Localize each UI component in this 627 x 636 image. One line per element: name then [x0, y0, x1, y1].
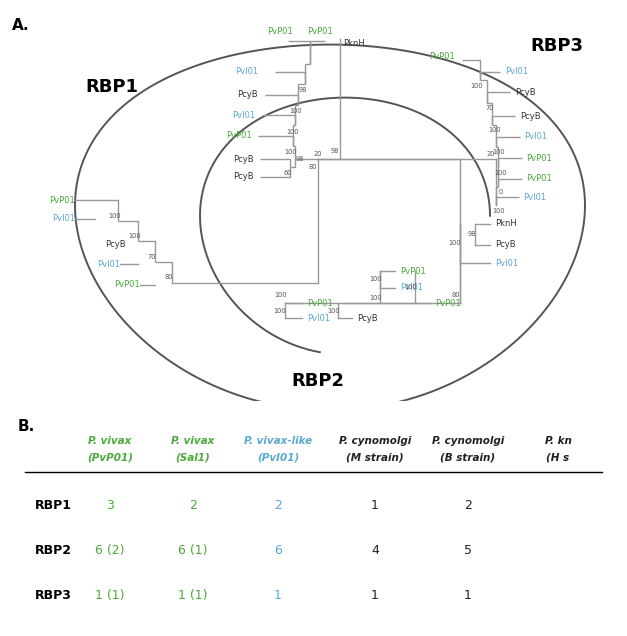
Text: PvI01: PvI01: [523, 193, 546, 202]
Text: PvP01: PvP01: [526, 174, 552, 183]
Text: PvP01: PvP01: [50, 196, 75, 205]
Text: PcyB: PcyB: [238, 90, 258, 99]
Text: PvP01: PvP01: [526, 154, 552, 163]
Text: 60: 60: [284, 170, 292, 176]
Text: 6: 6: [274, 544, 282, 556]
Text: 1: 1: [371, 589, 379, 602]
Text: PvI01: PvI01: [235, 67, 258, 76]
Text: 100: 100: [471, 83, 483, 89]
Text: PcyB: PcyB: [105, 240, 125, 249]
Text: 70: 70: [486, 105, 494, 111]
Text: PvP01: PvP01: [307, 298, 333, 308]
Text: P. vivax-like: P. vivax-like: [244, 436, 312, 446]
Text: PvP01: PvP01: [429, 52, 455, 61]
Text: 100: 100: [287, 128, 299, 134]
Text: 100: 100: [274, 308, 287, 314]
Text: PvP01: PvP01: [226, 131, 252, 140]
Text: A.: A.: [12, 18, 29, 34]
Text: PcyB: PcyB: [233, 172, 254, 181]
Text: RBP3: RBP3: [530, 38, 583, 55]
Text: PvP01: PvP01: [267, 27, 293, 36]
Text: 100: 100: [493, 207, 505, 214]
Text: (PvP01): (PvP01): [87, 453, 133, 462]
Text: 1: 1: [371, 499, 379, 512]
Text: 80: 80: [308, 165, 317, 170]
Text: PvP01: PvP01: [400, 266, 426, 276]
Text: 80: 80: [451, 292, 460, 298]
Text: 4: 4: [371, 544, 379, 556]
Text: PcyB: PcyB: [357, 314, 377, 323]
Text: 100: 100: [328, 308, 340, 314]
Text: 0: 0: [499, 189, 503, 195]
Text: P. kn: P. kn: [545, 436, 571, 446]
Text: (Sal1): (Sal1): [176, 453, 211, 462]
Text: 100: 100: [493, 149, 505, 155]
Text: (PvI01): (PvI01): [257, 453, 299, 462]
Text: 5: 5: [464, 544, 472, 556]
Text: 1 (1): 1 (1): [178, 589, 208, 602]
Text: RBP2: RBP2: [35, 544, 72, 556]
Text: PknH: PknH: [343, 39, 365, 48]
Text: 98: 98: [468, 232, 476, 237]
Text: PvI01: PvI01: [524, 132, 547, 141]
Text: PvP01: PvP01: [307, 27, 333, 36]
Text: 98: 98: [296, 156, 304, 162]
Text: RBP1: RBP1: [35, 499, 72, 512]
Text: PvP01: PvP01: [435, 298, 461, 308]
Text: 100: 100: [290, 108, 302, 114]
Text: (B strain): (B strain): [440, 453, 495, 462]
Text: 98: 98: [331, 148, 339, 154]
Text: 6 (1): 6 (1): [178, 544, 208, 556]
Text: PcyB: PcyB: [520, 111, 540, 121]
Text: RBP2: RBP2: [292, 373, 344, 391]
Text: 20: 20: [487, 151, 495, 157]
Text: RBP1: RBP1: [85, 78, 138, 96]
Text: PknH: PknH: [495, 219, 517, 228]
Text: 100: 100: [129, 233, 141, 239]
Text: 100: 100: [488, 127, 502, 134]
Text: RBP3: RBP3: [35, 589, 72, 602]
Text: P. cynomolgi: P. cynomolgi: [432, 436, 504, 446]
Text: 100: 100: [404, 284, 418, 290]
Text: 1 (1): 1 (1): [95, 589, 125, 602]
Text: PvI01: PvI01: [505, 67, 528, 76]
Text: 100: 100: [108, 213, 121, 219]
Text: 100: 100: [370, 277, 382, 282]
Text: 100: 100: [370, 295, 382, 301]
Text: 1: 1: [464, 589, 472, 602]
Text: 98: 98: [299, 87, 307, 93]
Text: P. cynomolgi: P. cynomolgi: [339, 436, 411, 446]
Text: 6 (2): 6 (2): [95, 544, 125, 556]
Text: PvI01: PvI01: [52, 214, 75, 223]
Text: P. vivax: P. vivax: [88, 436, 132, 446]
Text: P. vivax: P. vivax: [171, 436, 214, 446]
Text: PcyB: PcyB: [233, 155, 254, 163]
Text: 70: 70: [148, 254, 156, 260]
Text: 80: 80: [165, 274, 173, 280]
Text: 100: 100: [495, 170, 507, 176]
Text: 1: 1: [274, 589, 282, 602]
Text: PvI01: PvI01: [400, 283, 423, 292]
Text: 100: 100: [449, 240, 461, 247]
Text: B.: B.: [18, 418, 35, 434]
Text: (M strain): (M strain): [346, 453, 404, 462]
Text: PvI01: PvI01: [495, 258, 518, 268]
Text: PcyB: PcyB: [495, 240, 515, 249]
Text: PvI01: PvI01: [307, 314, 330, 323]
Text: PvP01: PvP01: [114, 280, 140, 289]
Text: 100: 100: [275, 292, 287, 298]
Text: 100: 100: [285, 149, 297, 155]
Text: 2: 2: [189, 499, 197, 512]
Text: 2: 2: [274, 499, 282, 512]
Text: PvI01: PvI01: [232, 111, 255, 120]
Text: 20: 20: [314, 151, 322, 157]
Text: PvI01: PvI01: [97, 259, 120, 268]
Text: 3: 3: [106, 499, 114, 512]
Text: (H s: (H s: [547, 453, 569, 462]
Text: PcyB: PcyB: [515, 88, 535, 97]
Text: 2: 2: [464, 499, 472, 512]
